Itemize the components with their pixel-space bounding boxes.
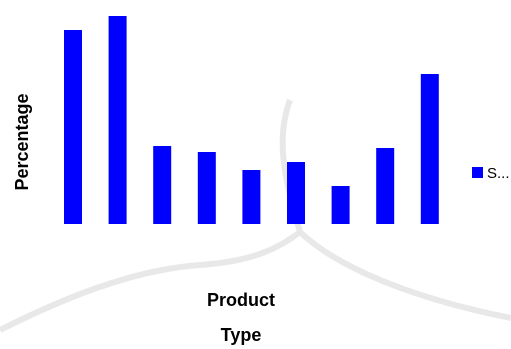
- x-axis-label-line-2: Type: [221, 325, 262, 345]
- bar-2: [108, 16, 127, 224]
- bar-1: [64, 30, 82, 224]
- legend: S...: [472, 165, 510, 182]
- bar-5: [242, 170, 261, 224]
- legend-swatch: [472, 167, 483, 178]
- bar-4: [197, 152, 216, 224]
- x-axis-label-line-1: Product: [207, 290, 275, 310]
- bar-8: [376, 148, 395, 224]
- bar-9: [420, 74, 439, 224]
- legend-label: S...: [487, 165, 510, 182]
- bar-6: [287, 162, 305, 224]
- bar-7: [331, 186, 350, 224]
- bar-3: [153, 146, 172, 224]
- y-axis-label: Percentage: [12, 93, 32, 190]
- bars-layer: [64, 16, 439, 224]
